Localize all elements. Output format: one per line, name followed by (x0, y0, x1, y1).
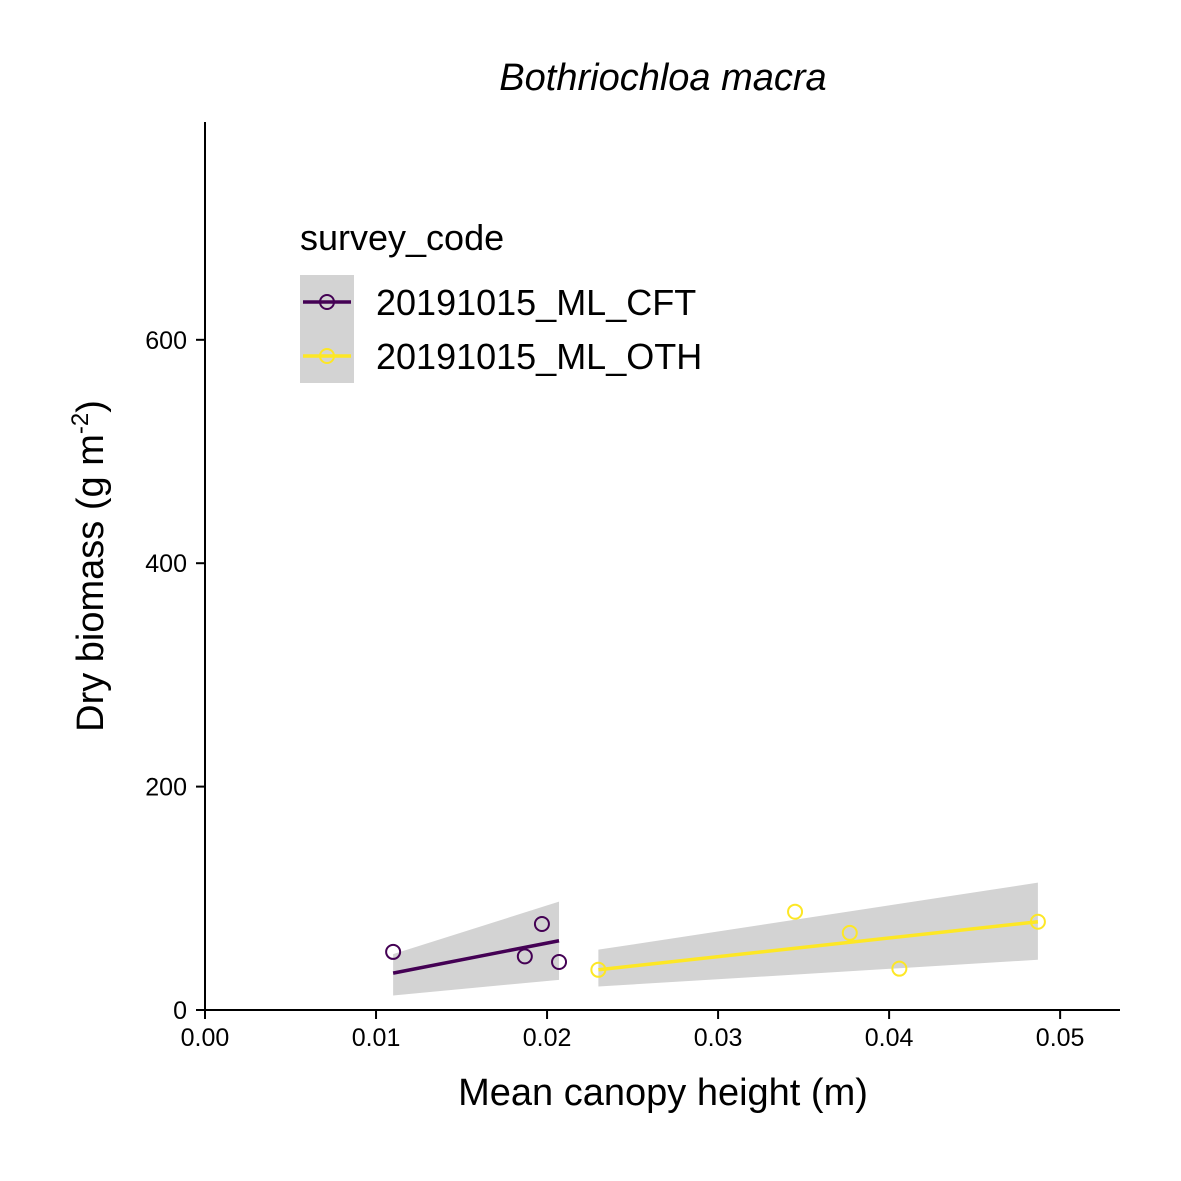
x-tick-label: 0.05 (1036, 1024, 1085, 1052)
confidence-band (598, 882, 1038, 987)
y-axis-title-main: Dry biomass (g m (70, 434, 112, 732)
x-tick-label: 0.01 (352, 1024, 401, 1052)
fit-lines (392, 920, 1039, 975)
y-tick-label: 0 (173, 997, 187, 1025)
y-tick-label: 200 (145, 774, 187, 802)
data-point (551, 953, 568, 970)
data-point (787, 903, 804, 920)
x-tick-label: 0.04 (865, 1024, 914, 1052)
y-axis-title: Dry biomass (g m-2) (67, 400, 112, 732)
data-point (841, 924, 858, 941)
legend-key-marker (319, 348, 335, 364)
x-tick-label: 0.03 (694, 1024, 743, 1052)
x-axis-ticks: 0.00 0.01 0.02 0.03 0.04 0.05 (181, 1010, 1085, 1052)
y-axis-title-superscript: -2 (67, 413, 94, 434)
fit-line (598, 920, 1039, 972)
data-point (385, 943, 402, 960)
x-axis-title: Mean canopy height (m) (458, 1072, 868, 1114)
legend-title: survey_code (300, 217, 504, 258)
x-tick-label: 0.02 (523, 1024, 572, 1052)
data-point (533, 915, 550, 932)
data-point (1029, 913, 1046, 930)
y-axis-title-close: ) (70, 400, 112, 413)
data-point (891, 960, 908, 977)
y-tick-label: 600 (145, 327, 187, 355)
legend: survey_code 20191015_ML_CFT 20191015_ML_O… (300, 217, 702, 383)
legend-label: 20191015_ML_CFT (376, 282, 696, 323)
y-axis-ticks: 0 200 400 600 (145, 327, 205, 1025)
data-points (385, 903, 1046, 978)
fit-line (392, 939, 560, 975)
y-tick-label: 400 (145, 550, 187, 578)
data-point (516, 948, 533, 965)
x-tick-label: 0.00 (181, 1024, 230, 1052)
confidence-band (393, 901, 560, 996)
legend-key-marker (319, 294, 335, 310)
legend-keys: 20191015_ML_CFT 20191015_ML_OTH (300, 275, 702, 383)
chart-title: Bothriochloa macra (499, 57, 826, 99)
confidence-bands (393, 882, 1038, 996)
legend-label: 20191015_ML_OTH (376, 336, 702, 377)
data-point (590, 961, 607, 978)
